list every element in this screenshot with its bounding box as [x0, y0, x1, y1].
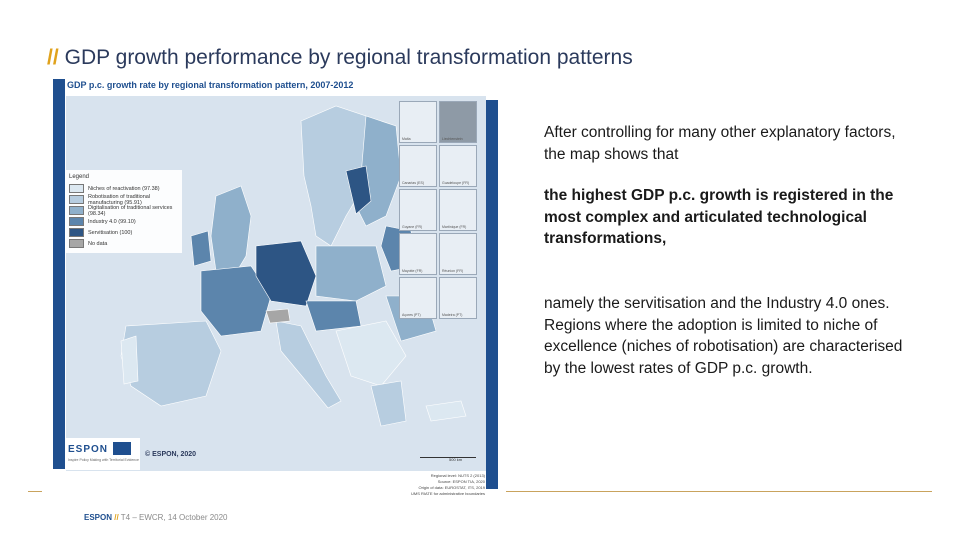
legend-item: No data — [69, 238, 179, 249]
legend-swatch — [69, 206, 84, 215]
inset-map: Açores (PT) — [399, 277, 437, 319]
slide-title-text: GDP growth performance by regional trans… — [64, 46, 633, 69]
metadata-line: Regional level: NUTS 2 (2013) — [430, 473, 485, 478]
map-frame-bar-left — [53, 79, 65, 469]
divider-rule-right — [506, 491, 932, 492]
inset-map: Canarias (ES) — [399, 145, 437, 187]
metadata-line: Source: ESPON TIA, 2020 — [437, 479, 485, 484]
legend-swatch — [69, 195, 84, 204]
inset-maps: Malta Liechtenstein Canarias (ES) Guadel… — [399, 101, 479, 431]
inset-label: Canarias (ES) — [402, 181, 424, 185]
title-slash-mark: // — [47, 46, 59, 69]
legend-item: Industry 4.0 (99.10) — [69, 216, 179, 227]
scale-bar — [420, 457, 476, 458]
footer-brand: ESPON — [84, 513, 113, 522]
eu-flag-icon — [113, 442, 131, 455]
legend-item: Servitisation (100) — [69, 227, 179, 238]
inset-map: Malta — [399, 101, 437, 143]
metadata-line: UMS RIATE for administrative boundaries — [411, 491, 485, 496]
inset-map: Madeira (PT) — [439, 277, 477, 319]
espon-logo: ESPON — [68, 444, 109, 455]
body-paragraph-intro: After controlling for many other explana… — [544, 124, 896, 163]
legend-label: Servitisation (100) — [88, 229, 133, 236]
metadata-line: Origin of data: EUROSTAT, ITS, 2019 — [418, 485, 485, 490]
body-paragraph-highlight: the highest GDP p.c. growth is registere… — [544, 187, 894, 247]
inset-label: Açores (PT) — [402, 313, 421, 317]
legend-swatch — [69, 184, 84, 193]
inset-map: Martinique (FR) — [439, 189, 477, 231]
legend-swatch — [69, 239, 84, 248]
slide-title: //GDP growth performance by regional tra… — [47, 46, 633, 70]
map-metadata: Regional level: NUTS 2 (2013) Source: ES… — [385, 473, 485, 497]
inset-map: Réunion (FR) — [439, 233, 477, 275]
legend-swatch — [69, 217, 84, 226]
inset-map: Guadeloupe (FR) — [439, 145, 477, 187]
map-frame-bar-right — [486, 100, 498, 489]
legend-label: Niches of reactivation (97.38) — [88, 185, 160, 192]
inset-map: Liechtenstein — [439, 101, 477, 143]
map-legend: Legend Niches of reactivation (97.38) Ro… — [66, 170, 182, 253]
inset-label: Madeira (PT) — [442, 313, 463, 317]
map-copyright: © ESPON, 2020 — [145, 451, 197, 458]
footer: ESPON // T4 – EWCR, 14 October 2020 — [84, 513, 228, 522]
inset-label: Guadeloupe (FR) — [442, 181, 470, 185]
inset-map: Guyane (FR) — [399, 189, 437, 231]
footer-separator: // — [114, 513, 119, 522]
scale-label: 500 km — [449, 457, 463, 462]
legend-swatch — [69, 228, 84, 237]
inset-label: Réunion (FR) — [442, 269, 464, 273]
legend-label: No data — [88, 240, 108, 247]
legend-item: Niches of reactivation (97.38) — [69, 183, 179, 194]
map-title: GDP p.c. growth rate by regional transfo… — [67, 80, 354, 90]
legend-item: Digitalisation of traditional services (… — [69, 204, 179, 217]
legend-label: Robotisation of traditional manufacturin… — [88, 193, 151, 206]
espon-tagline: Inspire Policy Making with Territorial E… — [68, 458, 139, 462]
legend-label: Digitalisation of traditional services (… — [88, 204, 173, 217]
legend-label: Industry 4.0 (99.10) — [88, 218, 136, 225]
body-paragraph-detail: namely the servitisation and the Industr… — [544, 295, 903, 377]
legend-item: Robotisation of traditional manufacturin… — [69, 193, 179, 206]
inset-label: Guyane (FR) — [402, 225, 423, 229]
divider-rule-left — [28, 491, 42, 492]
inset-label: Liechtenstein — [442, 137, 463, 141]
legend-title: Legend — [69, 174, 90, 180]
footer-text: T4 – EWCR, 14 October 2020 — [120, 513, 228, 522]
inset-label: Mayotte (FR) — [402, 269, 423, 273]
inset-label: Martinique (FR) — [442, 225, 467, 229]
inset-label: Malta — [402, 137, 411, 141]
inset-map: Mayotte (FR) — [399, 233, 437, 275]
